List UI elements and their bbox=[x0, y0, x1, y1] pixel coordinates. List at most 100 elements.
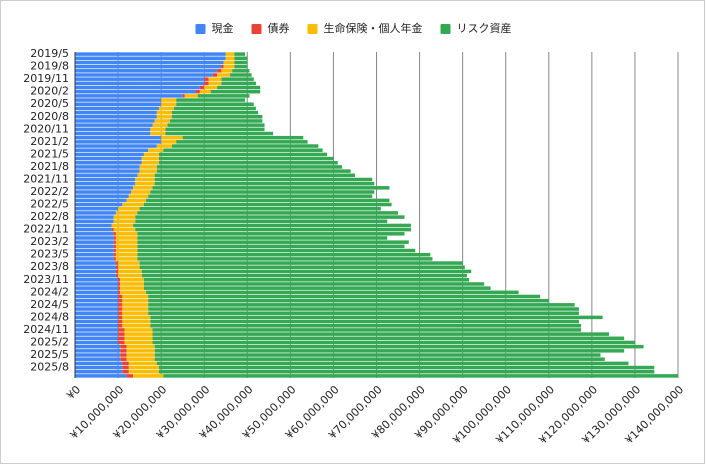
bar-segment bbox=[118, 294, 123, 299]
bar-segment bbox=[115, 265, 119, 269]
bar-segment bbox=[143, 286, 491, 290]
legend-swatch bbox=[195, 24, 206, 34]
bar-segment bbox=[137, 248, 416, 253]
y-tick-label: 2022/8 bbox=[30, 210, 69, 223]
y-tick-label: 2021/8 bbox=[30, 160, 69, 173]
bar-segment bbox=[75, 161, 142, 165]
legend-label: リスク資産 bbox=[457, 22, 512, 35]
bar-segment bbox=[118, 278, 121, 282]
bar-segment bbox=[154, 349, 625, 353]
bar-segment bbox=[75, 144, 157, 148]
bar-segment bbox=[120, 286, 144, 290]
bar-segment bbox=[122, 369, 129, 374]
y-tick-label: 2023/11 bbox=[23, 273, 69, 286]
bar-segment bbox=[115, 269, 119, 274]
bar-segment bbox=[75, 248, 114, 253]
bar-segment bbox=[75, 56, 226, 61]
bar-segment bbox=[221, 77, 254, 81]
bar-segment bbox=[133, 186, 153, 190]
bar-segment bbox=[126, 198, 147, 203]
bar-segment bbox=[152, 332, 610, 336]
bar-segment bbox=[152, 328, 582, 332]
y-tick-label: 2023/2 bbox=[30, 235, 69, 248]
bar-segment bbox=[75, 236, 114, 240]
bar-segment bbox=[146, 198, 390, 203]
bar-segment bbox=[174, 106, 256, 111]
bar-segment bbox=[75, 369, 123, 374]
bar-segment bbox=[118, 303, 123, 307]
bar-segment bbox=[150, 127, 166, 132]
bar-segment bbox=[115, 257, 138, 261]
bar-segment bbox=[75, 60, 224, 65]
bar-segment bbox=[122, 202, 144, 207]
bar-segment bbox=[148, 294, 541, 299]
bar-segment bbox=[148, 307, 579, 311]
y-tick-label: 2021/5 bbox=[30, 147, 69, 160]
bar-segment bbox=[118, 298, 123, 303]
bar-segment bbox=[120, 290, 147, 295]
bar-segment bbox=[113, 257, 116, 261]
bar-segment bbox=[75, 286, 119, 290]
bar-segment bbox=[75, 89, 196, 94]
bar-segment bbox=[208, 77, 222, 81]
bar-segment bbox=[113, 252, 116, 257]
bar-segment bbox=[158, 369, 655, 374]
bar-segment bbox=[75, 298, 119, 303]
bar-segment bbox=[118, 328, 125, 332]
bar-segment bbox=[223, 64, 235, 69]
bar-segment bbox=[75, 115, 157, 119]
bar-segment bbox=[75, 311, 119, 315]
bar-segment bbox=[161, 102, 177, 106]
bar-segment bbox=[118, 269, 142, 274]
bar-segment bbox=[130, 190, 151, 194]
bar-segment bbox=[122, 324, 151, 328]
y-tick-label: 2020/2 bbox=[30, 85, 69, 98]
bar-segment bbox=[120, 344, 127, 349]
bar-segment bbox=[75, 73, 213, 77]
bar-segment bbox=[158, 161, 338, 165]
bar-segment bbox=[115, 236, 138, 240]
y-tick-label: 2022/2 bbox=[30, 185, 69, 198]
bar-segment bbox=[128, 369, 159, 374]
bar-segment bbox=[118, 324, 123, 328]
bar-segment bbox=[158, 365, 655, 370]
bar-segment bbox=[128, 365, 159, 370]
y-tick-label: 2020/11 bbox=[23, 122, 69, 135]
bar-segment bbox=[115, 273, 119, 278]
y-tick-label: 2022/11 bbox=[23, 223, 69, 236]
bar-segment bbox=[176, 98, 246, 102]
bar-segment bbox=[118, 340, 125, 345]
y-tick-label: 2024/5 bbox=[30, 298, 69, 311]
bar-segment bbox=[75, 186, 134, 190]
y-tick-label: 2025/8 bbox=[30, 361, 69, 374]
bar-segment bbox=[113, 240, 116, 244]
bar-segment bbox=[122, 294, 149, 299]
bar-segment bbox=[75, 102, 162, 106]
bar-segment bbox=[143, 278, 470, 282]
bar-segment bbox=[165, 127, 265, 132]
bar-segment bbox=[234, 64, 248, 69]
bar-segment bbox=[118, 290, 121, 295]
bar-segment bbox=[75, 119, 155, 123]
y-tick-label: 2024/8 bbox=[30, 310, 69, 323]
bar-segment bbox=[148, 311, 579, 315]
bar-segment bbox=[120, 357, 127, 361]
y-tick-label: 2023/8 bbox=[30, 260, 69, 273]
bar-segment bbox=[75, 106, 159, 111]
bar-segment bbox=[154, 353, 601, 357]
bar-segment bbox=[137, 252, 431, 257]
bar-segment bbox=[113, 219, 136, 224]
legend-label: 現金 bbox=[212, 21, 234, 35]
bar-segment bbox=[115, 248, 138, 253]
bar-segment bbox=[161, 140, 177, 144]
bar-segment bbox=[139, 165, 157, 169]
bar-segment bbox=[126, 374, 134, 378]
bar-segment bbox=[75, 319, 119, 324]
bar-segment bbox=[75, 353, 121, 357]
bar-segment bbox=[232, 69, 250, 73]
bar-segment bbox=[75, 357, 121, 361]
bar-segment bbox=[150, 190, 375, 194]
bar-segment bbox=[182, 94, 185, 98]
bar-segment bbox=[146, 290, 519, 295]
